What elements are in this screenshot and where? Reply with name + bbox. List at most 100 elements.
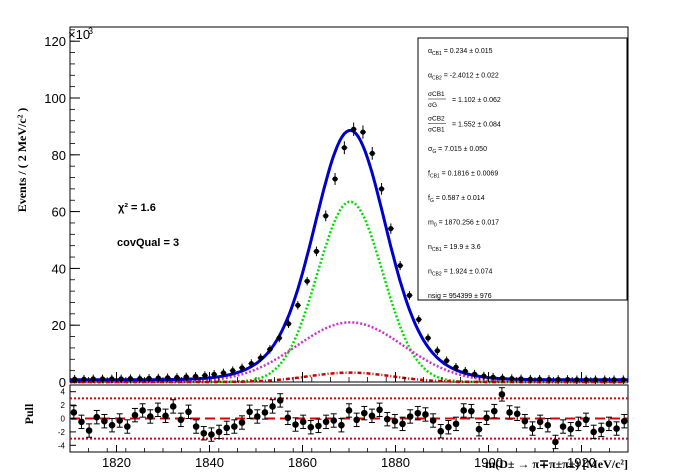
pull-y-tick-label: 2 bbox=[61, 401, 66, 410]
fit-parameter-ratio-den: σCB1 bbox=[428, 127, 445, 134]
pull-point bbox=[445, 423, 452, 431]
pull-point bbox=[529, 425, 536, 432]
chi2-annotation: χ² = 1.6 bbox=[118, 202, 156, 214]
data-point bbox=[332, 176, 338, 182]
pull-point bbox=[513, 410, 521, 418]
pull-point bbox=[78, 418, 85, 426]
data-point bbox=[248, 360, 254, 367]
data-point bbox=[397, 262, 403, 269]
y-tick-label: 0 bbox=[59, 375, 66, 390]
data-point bbox=[202, 372, 208, 379]
fit-parameter-value: = 1.552 ± 0.084 bbox=[452, 122, 501, 129]
pull-point bbox=[299, 418, 307, 426]
pull-point bbox=[70, 409, 78, 416]
x-axis-label: m(D± → π∓π±π±) [MeV/c²] bbox=[485, 457, 628, 471]
pull-point bbox=[200, 429, 208, 437]
data-point bbox=[230, 368, 236, 374]
pull-point bbox=[376, 406, 383, 414]
y-tick-label: 120 bbox=[44, 34, 66, 49]
pull-y-tick-label: 4 bbox=[61, 388, 66, 397]
data-point bbox=[351, 126, 357, 132]
x-tick-label: 1920 bbox=[567, 455, 596, 470]
pull-point bbox=[353, 416, 360, 424]
data-points bbox=[71, 122, 627, 384]
pull-point bbox=[345, 407, 353, 414]
data-point bbox=[518, 376, 524, 382]
pull-point bbox=[215, 428, 223, 436]
pull-point bbox=[506, 409, 513, 416]
pull-y-tick-label: -2 bbox=[58, 428, 66, 437]
pull-panel: -4 -2 0 2 4 bbox=[58, 387, 628, 450]
pull-point bbox=[124, 423, 131, 430]
x-tick-label: 1840 bbox=[195, 455, 224, 470]
pull-y-tick-label: 0 bbox=[61, 415, 66, 424]
data-point bbox=[592, 377, 599, 383]
data-point bbox=[72, 376, 78, 382]
pull-point bbox=[559, 423, 567, 430]
data-point bbox=[509, 375, 515, 382]
data-point bbox=[462, 368, 468, 374]
y-exponent-label: ×10 bbox=[68, 27, 90, 42]
data-point bbox=[481, 373, 487, 379]
data-point bbox=[583, 377, 589, 383]
fit-parameter-row: m0 = 1870.256 ± 0.017 bbox=[428, 220, 499, 229]
pull-point bbox=[552, 438, 559, 446]
data-point bbox=[620, 377, 626, 383]
pull-point bbox=[231, 423, 238, 430]
fit-parameter-row: σG = 7.015 ± 0.050 bbox=[428, 146, 487, 155]
x-tick-label: 1820 bbox=[102, 455, 131, 470]
pull-point bbox=[620, 417, 628, 425]
data-point bbox=[174, 374, 180, 381]
data-point bbox=[369, 150, 375, 156]
pull-point bbox=[483, 414, 490, 422]
pull-point bbox=[437, 427, 445, 435]
pull-point bbox=[361, 409, 368, 417]
data-point bbox=[192, 373, 199, 379]
pull-point bbox=[468, 407, 475, 415]
data-point bbox=[564, 376, 571, 383]
pull-point bbox=[284, 414, 292, 422]
pull-axis-label: Pull bbox=[22, 403, 36, 424]
y-tick-label: 80 bbox=[52, 148, 66, 163]
data-point bbox=[267, 346, 273, 352]
fit-parameter-value: = 1.102 ± 0.062 bbox=[452, 97, 501, 104]
data-point bbox=[323, 213, 329, 219]
pull-point bbox=[208, 431, 215, 438]
y-axis-label: Events / ( 2 MeV/c² ) bbox=[15, 108, 29, 213]
fit-parameter-list: αCB1 = 0.234 ± 0.015 αCB2 = -2.4012 ± 0.0… bbox=[428, 48, 501, 300]
pull-point bbox=[253, 413, 261, 420]
pull-point bbox=[383, 415, 391, 423]
pull-point bbox=[154, 406, 162, 414]
data-point bbox=[165, 375, 171, 381]
pull-point bbox=[146, 413, 154, 420]
fit-parameter-row: nCB2 = 1.924 ± 0.074 bbox=[428, 269, 492, 278]
pull-point bbox=[223, 424, 231, 432]
pull-point bbox=[490, 407, 498, 415]
pull-point bbox=[269, 403, 276, 410]
data-point bbox=[99, 376, 106, 382]
data-point bbox=[490, 374, 496, 380]
pull-point bbox=[521, 417, 529, 425]
data-point bbox=[453, 364, 459, 370]
fit-parameter-row: nCB1 = 19.9 ± 3.6 bbox=[428, 244, 481, 253]
pull-y-tick-label: -4 bbox=[58, 441, 66, 450]
data-point bbox=[239, 365, 245, 371]
data-point bbox=[211, 371, 217, 377]
pull-point bbox=[85, 427, 93, 434]
fit-parameter-row: fCB1 = 0.1816 ± 0.0069 bbox=[428, 171, 498, 180]
data-point bbox=[295, 302, 301, 308]
pull-point bbox=[605, 420, 613, 428]
data-point bbox=[90, 376, 96, 382]
pull-point bbox=[131, 411, 139, 419]
data-point bbox=[611, 377, 617, 383]
data-point bbox=[276, 335, 282, 341]
pull-point bbox=[460, 407, 467, 414]
pull-point bbox=[422, 411, 429, 418]
fit-parameter-row: αCB2 = -2.4012 ± 0.022 bbox=[428, 73, 499, 82]
pull-point bbox=[429, 417, 437, 424]
pull-point bbox=[575, 420, 582, 428]
x-tick-label: 1880 bbox=[381, 455, 410, 470]
data-point bbox=[155, 375, 161, 381]
pull-point bbox=[292, 421, 299, 428]
